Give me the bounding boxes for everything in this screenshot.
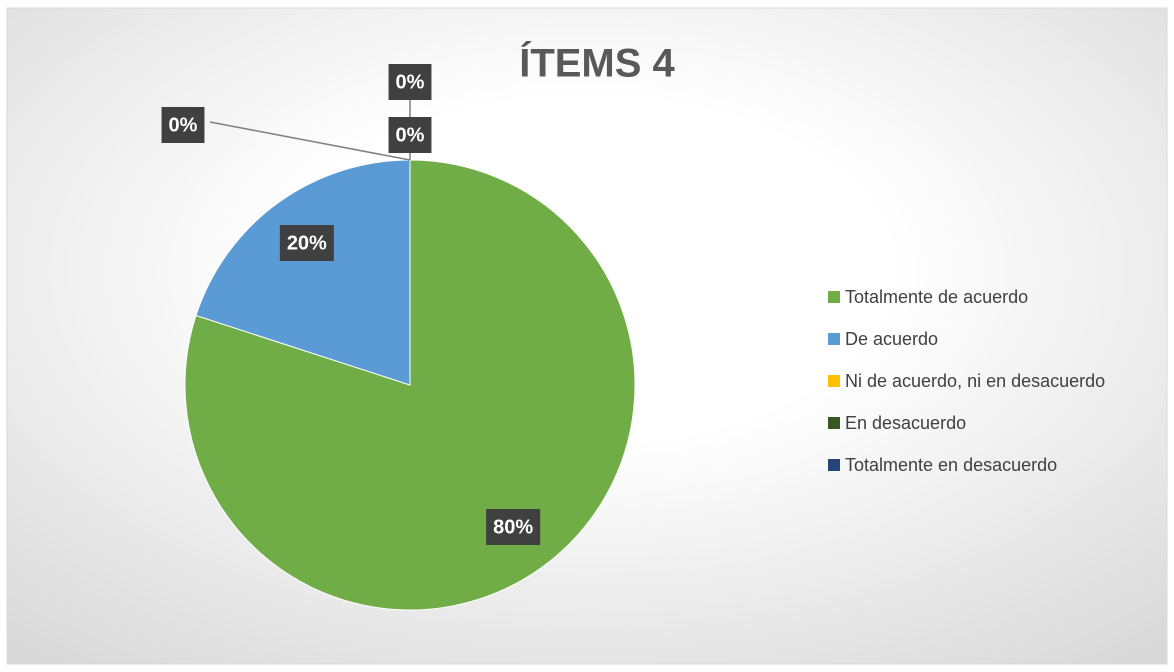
data-label: 0%	[161, 107, 205, 143]
legend-label: De acuerdo	[845, 329, 938, 349]
legend-label: Ni de acuerdo, ni en desacuerdo	[845, 371, 1105, 391]
legend-swatch	[828, 291, 840, 303]
legend-swatch	[828, 459, 840, 471]
data-label-box	[388, 64, 432, 100]
data-label-text: 0%	[396, 124, 425, 146]
data-label-box	[279, 225, 334, 262]
data-label: 0%	[388, 117, 432, 153]
data-label-text: 0%	[396, 71, 425, 93]
leader-line	[209, 121, 411, 161]
legend-label: Totalmente en desacuerdo	[845, 455, 1057, 475]
data-label: 80%	[486, 508, 541, 545]
legend-swatch	[828, 417, 840, 429]
legend-label: En desacuerdo	[845, 413, 966, 433]
legend-label: Totalmente de acuerdo	[845, 287, 1028, 307]
data-label-box	[161, 107, 205, 143]
legend-swatch	[828, 333, 840, 345]
data-label: 20%	[279, 225, 334, 262]
pie-slice	[195, 159, 411, 386]
chart-title: ÍTEMS 4	[519, 41, 675, 86]
legend-swatch	[828, 375, 840, 387]
data-label-box	[486, 508, 541, 545]
data-label: 0%	[388, 64, 432, 100]
data-label-box	[388, 117, 432, 153]
data-label-text: 80%	[493, 516, 533, 538]
data-label-text: 0%	[169, 114, 198, 136]
data-label-text: 20%	[287, 232, 327, 254]
